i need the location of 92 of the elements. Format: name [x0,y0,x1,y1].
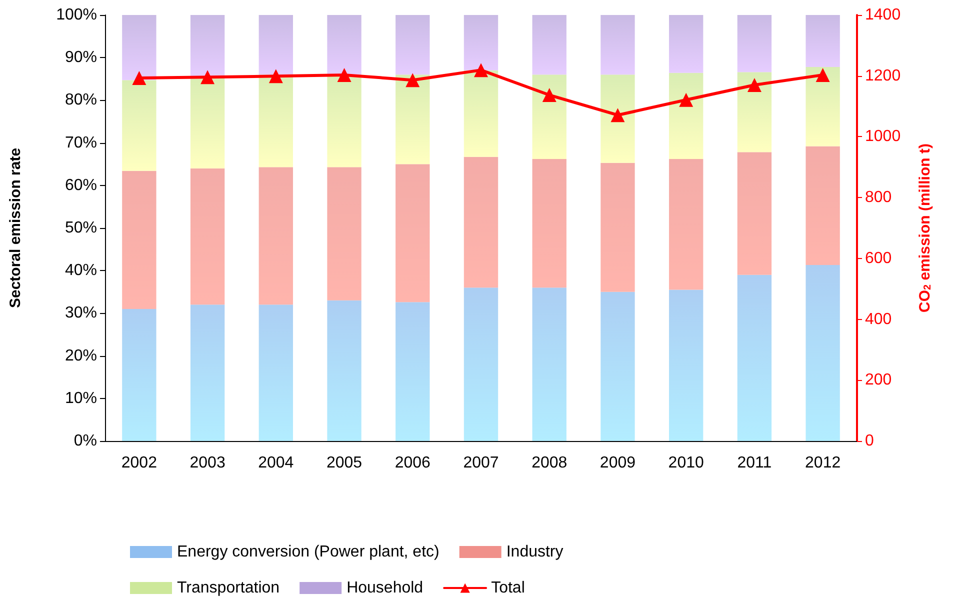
x-tick-label: 2010 [668,454,704,472]
bar [737,15,772,72]
legend-label: Industry [506,544,564,560]
bar [396,302,430,441]
point [816,68,830,82]
y-tick-label: 10% [64,390,97,407]
x-tick-label: 2012 [805,454,841,472]
bar [600,292,635,441]
point [679,92,694,107]
y-tick-label: 0% [74,432,97,450]
point [268,69,283,84]
bar [806,15,840,67]
bar [464,70,498,157]
bar [600,162,635,292]
bar [190,77,225,168]
bar [122,308,156,441]
y2-tick-label: 1400 [865,6,901,24]
bar [327,74,362,168]
point [474,63,488,78]
bar [464,156,498,288]
bar [669,290,704,441]
bar [737,72,772,152]
bar [532,15,566,75]
y2-axis-title: CO2 emission (million t) [916,144,934,312]
x-tick-label: 2003 [190,454,226,472]
y-axis-title: Sectoral emission rate [7,148,24,308]
x-tick-label: 2008 [532,454,568,472]
y2-tick-label: 800 [865,189,892,206]
bar [600,74,635,163]
y-tick-label: 90% [64,49,97,66]
bar [669,15,704,73]
bar [258,167,293,305]
point [200,70,215,84]
bar [669,158,704,290]
bar [327,167,362,300]
y-tick-label: 20% [64,347,97,364]
bar [532,158,566,288]
bar [806,146,840,266]
y2-tick-label: 1000 [865,128,901,146]
bar [737,152,772,275]
y-tick-label: 50% [64,220,97,236]
bar [600,15,635,75]
bar [464,288,498,441]
bar [258,15,293,75]
x-tick-label: 2009 [600,454,636,472]
y2-tick-label: 200 [865,372,892,389]
y-tick-label: 60% [64,176,97,194]
x-tick-label: 2011 [737,454,772,472]
x-tick-label: 2002 [121,454,158,472]
x-tick-label: 2005 [326,454,362,472]
bar [122,15,156,80]
bar [464,15,498,70]
y-tick-label: 70% [64,134,97,152]
bar [396,164,430,302]
x-tick-label: 2007 [463,454,499,472]
bar [396,74,430,164]
bar [806,265,840,441]
bar [532,74,566,159]
x-tick-label: 2006 [394,454,431,472]
point [747,78,762,92]
bar [190,15,225,78]
point [337,68,352,82]
point [610,108,625,122]
legend-label: Household [346,580,424,596]
bar [669,72,704,159]
bar [737,274,772,441]
y2-tick-label: 0 [865,432,874,450]
bar [122,80,156,171]
y-tick-label: 80% [64,92,97,109]
y-tick-label: 30% [64,304,97,322]
bar [327,15,362,75]
bar [258,74,293,168]
bar [190,304,225,441]
bar [258,304,293,441]
bar [327,300,362,441]
y-tick-label: 40% [64,262,97,280]
y-tick-label: 100% [56,6,97,24]
y2-tick-label: 400 [865,310,892,328]
bar [190,168,225,305]
x-tick-label: 2004 [258,454,294,472]
y2-tick-label: 1200 [865,67,901,84]
bar [122,170,156,309]
legend-label: Energy conversion (Power plant, etc) [177,544,440,560]
bar [396,15,430,75]
y2-tick-label: 600 [865,250,892,267]
point [406,73,420,88]
point [132,70,146,85]
point [542,88,556,102]
bar [806,66,840,146]
bar [532,288,566,441]
legend-label: Transportation [177,580,280,596]
legend-label: Total [491,580,525,596]
